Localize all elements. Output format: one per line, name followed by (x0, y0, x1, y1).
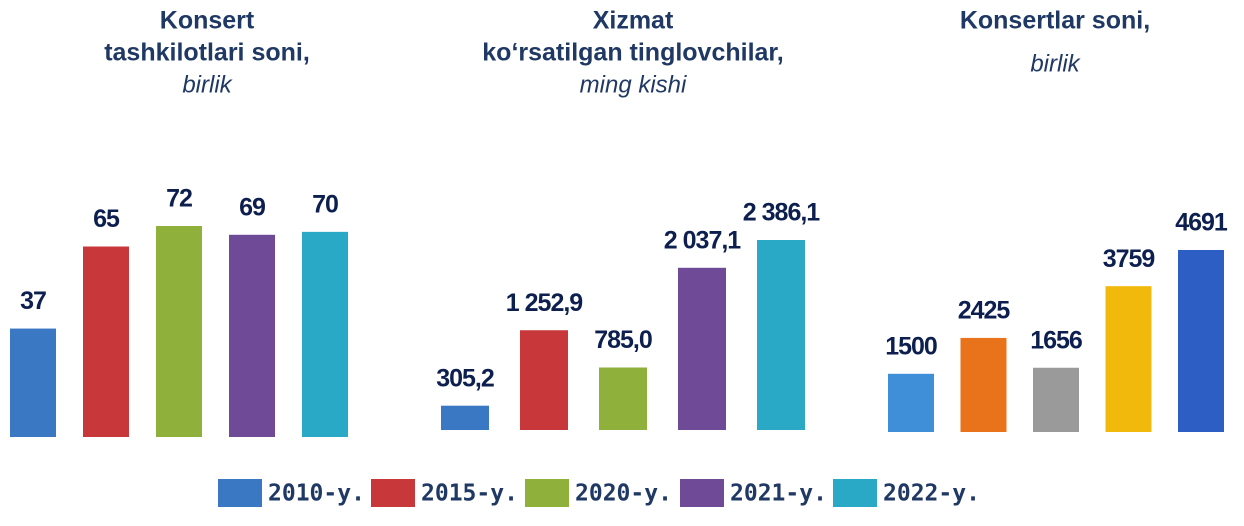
chart-title: ko‘rsatilgan tinglovchilar, (482, 39, 783, 67)
legend-label: 2010-y. (268, 481, 365, 507)
chart-subtitle: birlik (1030, 50, 1081, 77)
chart-title: Xizmat (593, 7, 674, 35)
legend-label: 2022-y. (883, 481, 980, 507)
value-label: 70 (312, 190, 338, 218)
chart-title: Konsertlar soni, (960, 7, 1150, 35)
legend-label: 2021-y. (730, 481, 827, 507)
value-label: 2 386,1 (743, 199, 821, 227)
value-label: 3759 (1103, 245, 1155, 273)
chart-subtitle: birlik (182, 71, 233, 98)
value-label: 4691 (1175, 209, 1228, 237)
value-label: 37 (20, 287, 46, 315)
legend-swatch (680, 479, 724, 507)
legend-swatch (218, 479, 262, 507)
bar (599, 367, 647, 430)
bar (678, 267, 726, 430)
legend-label: 2015-y. (421, 481, 518, 507)
chart-title: tashkilotlari soni, (104, 39, 310, 67)
value-label: 2425 (958, 297, 1011, 325)
bar (229, 234, 275, 437)
bar (83, 246, 129, 437)
value-label: 1656 (1030, 326, 1082, 354)
value-label: 2 037,1 (664, 226, 742, 254)
value-label: 72 (166, 185, 192, 213)
bar (156, 226, 202, 437)
value-label: 1 252,9 (506, 289, 583, 317)
legend-swatch (525, 479, 569, 507)
bar (1033, 367, 1079, 432)
bar (960, 337, 1007, 432)
bar (888, 373, 934, 432)
value-label: 69 (239, 193, 265, 221)
bar (441, 405, 489, 430)
legend-swatch (371, 479, 415, 507)
legend-label: 2020-y. (575, 481, 672, 507)
chart-title: Konsert (160, 7, 255, 35)
bar (757, 240, 805, 430)
bar (1178, 250, 1224, 432)
chart-subtitle: ming kishi (580, 71, 687, 98)
bar (1105, 286, 1152, 432)
value-label: 785,0 (594, 326, 652, 354)
legend-swatch (833, 479, 877, 507)
value-label: 65 (93, 205, 120, 233)
value-label: 305,2 (436, 364, 494, 392)
bar (10, 328, 56, 437)
bar (520, 330, 568, 430)
bar (302, 231, 348, 437)
value-label: 1500 (885, 332, 937, 360)
